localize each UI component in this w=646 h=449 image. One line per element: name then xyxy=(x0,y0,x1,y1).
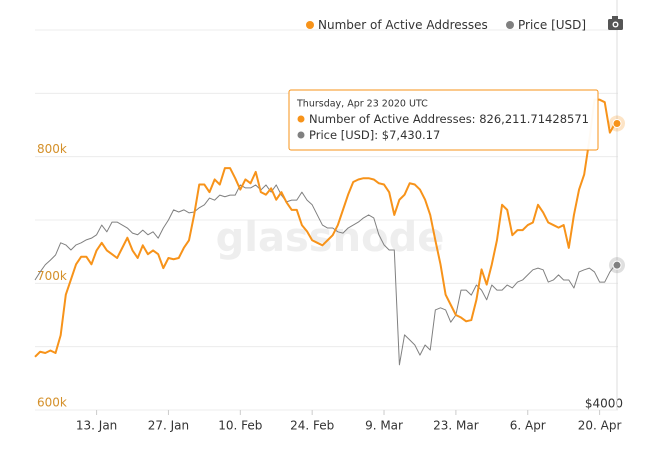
x-tick-label: 23. Mar xyxy=(433,419,479,433)
x-tick-label: 20. Apr xyxy=(578,419,622,433)
legend: Number of Active Addresses Price [USD] xyxy=(306,18,586,32)
x-tick-label: 13. Jan xyxy=(76,419,117,433)
y-tick-label: 600k xyxy=(37,396,67,410)
tooltip: Thursday, Apr 23 2020 UTC Number of Activ… xyxy=(288,89,599,151)
x-tick-label: 9. Mar xyxy=(365,419,403,433)
legend-label: Price [USD] xyxy=(518,18,586,32)
grid: 600k 700k 800k $4000 13. Jan 27. Jan 10. Feb 24… xyxy=(35,0,623,433)
legend-label: Number of Active Addresses xyxy=(318,18,488,32)
camera-icon[interactable] xyxy=(608,16,623,30)
legend-swatch xyxy=(506,21,514,29)
x-tick-label: 27. Jan xyxy=(148,419,189,433)
y-tick-label: 700k xyxy=(37,269,67,283)
x-tick-label: 24. Feb xyxy=(290,419,334,433)
x-tick-label: 10. Feb xyxy=(218,419,262,433)
tooltip-swatch xyxy=(297,115,305,123)
hover-point xyxy=(612,260,622,270)
series-line xyxy=(34,98,616,358)
tooltip-box xyxy=(288,89,599,151)
tooltip-title: Thursday, Apr 23 2020 UTC xyxy=(296,99,428,110)
hover-point xyxy=(612,118,622,128)
y2-tick-label: $4000 xyxy=(585,397,623,411)
tooltip-row: Number of Active Addresses: 826,211.7142… xyxy=(309,112,589,126)
series-line xyxy=(34,184,616,366)
tooltip-swatch xyxy=(297,131,305,139)
y-tick-label: 800k xyxy=(37,142,67,156)
plot-area xyxy=(34,98,625,366)
tooltip-row: Price [USD]: $7,430.17 xyxy=(309,128,440,142)
x-tick-label: 6. Apr xyxy=(510,419,546,433)
legend-swatch xyxy=(306,21,314,29)
